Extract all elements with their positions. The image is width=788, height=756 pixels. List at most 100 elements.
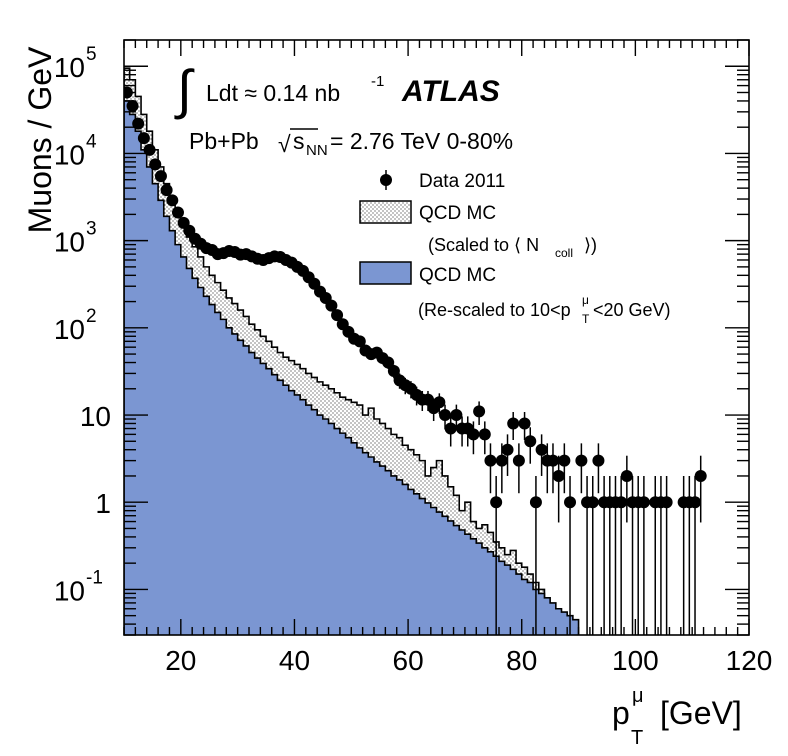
data-point <box>331 309 344 322</box>
data-2011-points <box>124 86 707 635</box>
svg-text:10: 10 <box>54 314 85 345</box>
svg-text:T: T <box>631 727 643 749</box>
svg-text:Data 2011: Data 2011 <box>419 171 505 192</box>
y-tick-label: 10 2 <box>54 306 97 345</box>
data-point <box>149 158 162 171</box>
data-point <box>137 132 150 145</box>
data-point <box>615 496 628 509</box>
data-point <box>575 454 588 467</box>
svg-text:QCD MC: QCD MC <box>419 265 496 286</box>
svg-text:μ: μ <box>582 293 589 307</box>
data-point <box>546 454 559 467</box>
data-point <box>171 206 184 219</box>
svg-text:[GeV]: [GeV] <box>660 695 742 731</box>
data-point <box>421 393 434 406</box>
data-point <box>694 469 707 482</box>
svg-text:Ldt ≈ 0.14 nb: Ldt ≈ 0.14 nb <box>206 80 340 106</box>
data-point <box>490 496 503 509</box>
svg-text:10: 10 <box>54 52 85 83</box>
x-tick-label: 40 <box>279 645 310 676</box>
data-point <box>620 469 633 482</box>
data-point <box>535 443 548 456</box>
data-point <box>495 454 508 467</box>
data-point <box>353 335 366 348</box>
svg-text:√: √ <box>278 131 291 157</box>
svg-text:5: 5 <box>86 44 97 65</box>
data-point <box>586 496 599 509</box>
data-point <box>382 356 395 369</box>
legend-item-qcd-rescaled: QCD MC (Re-scaled to 10<p μ T <20 GeV) <box>359 261 671 326</box>
svg-text:μ: μ <box>632 685 644 707</box>
data-point <box>444 422 457 435</box>
data-point <box>467 428 480 441</box>
svg-text:10: 10 <box>80 401 111 432</box>
data-point <box>473 405 486 418</box>
lumi-annotation: ∫ Ldt ≈ 0.14 nb -1 <box>174 60 384 120</box>
x-tick-label: 120 <box>726 645 773 676</box>
data-point <box>518 417 531 430</box>
x-tick-label: 60 <box>393 645 424 676</box>
data-point <box>439 409 452 422</box>
y-axis-title: Muons / GeV <box>22 46 58 233</box>
x-tick-label: 100 <box>612 645 659 676</box>
data-point <box>478 428 491 441</box>
x-tick-label: 20 <box>165 645 196 676</box>
svg-text:<20 GeV): <20 GeV) <box>593 300 671 320</box>
collision-system-annotation: Pb+Pb √ s NN = 2.76 TeV 0-80% <box>189 128 513 159</box>
y-tick-label: 10 -1 <box>54 567 103 606</box>
data-point <box>507 417 520 430</box>
svg-text:NN: NN <box>306 142 328 159</box>
svg-text:1: 1 <box>95 488 111 519</box>
data-point <box>433 396 446 409</box>
svg-text:= 2.76 TeV 0-80%: = 2.76 TeV 0-80% <box>330 128 513 154</box>
qcd-mc-rescaled-histogram <box>124 100 580 635</box>
legend: Data 2011 QCD MC (Scaled to ⟨ N coll ⟩) … <box>359 170 671 326</box>
data-point <box>512 454 525 467</box>
data-point <box>484 454 497 467</box>
svg-text:QCD MC: QCD MC <box>419 203 496 224</box>
data-point <box>660 496 673 509</box>
data-point <box>166 194 179 207</box>
svg-text:10: 10 <box>54 575 85 606</box>
y-tick-label: 10 <box>80 401 111 432</box>
svg-text:10: 10 <box>54 139 85 170</box>
data-point <box>501 443 514 456</box>
data-point <box>126 100 139 113</box>
svg-text:(Scaled to ⟨ N: (Scaled to ⟨ N <box>428 235 539 255</box>
svg-text:4: 4 <box>86 131 97 152</box>
svg-text:p: p <box>612 695 630 731</box>
x-axis-ticks: 20 40 60 80 100 120 <box>123 40 773 676</box>
data-point <box>592 454 605 467</box>
svg-text:⟩): ⟩) <box>584 235 597 255</box>
data-point <box>450 409 463 422</box>
svg-text:-1: -1 <box>86 567 103 588</box>
svg-text:s: s <box>293 128 305 154</box>
svg-text:∫: ∫ <box>174 60 195 120</box>
y-tick-label: 1 <box>95 488 111 519</box>
data-point <box>160 184 173 197</box>
svg-text:10: 10 <box>54 227 85 258</box>
svg-text:-1: -1 <box>371 73 384 90</box>
data-point <box>552 469 565 482</box>
y-tick-label: 10 5 <box>54 44 97 83</box>
data-point <box>558 454 571 467</box>
x-tick-label: 80 <box>506 645 537 676</box>
data-point <box>637 496 650 509</box>
data-point <box>689 496 702 509</box>
legend-item-data: Data 2011 <box>380 170 505 192</box>
svg-text:coll: coll <box>555 246 573 260</box>
data-point <box>154 170 167 183</box>
data-point <box>325 299 338 312</box>
y-tick-label: 10 3 <box>54 219 97 258</box>
svg-text:T: T <box>582 312 590 326</box>
data-point <box>564 496 577 509</box>
legend-item-qcd-scaled: QCD MC (Scaled to ⟨ N coll ⟩) <box>359 200 597 260</box>
plot-frame <box>123 39 750 636</box>
data-point <box>529 496 542 509</box>
y-tick-label: 10 4 <box>54 131 97 170</box>
svg-text:2: 2 <box>86 306 97 327</box>
x-axis-title: p μ T [GeV] <box>612 685 742 749</box>
svg-text:3: 3 <box>86 219 97 240</box>
